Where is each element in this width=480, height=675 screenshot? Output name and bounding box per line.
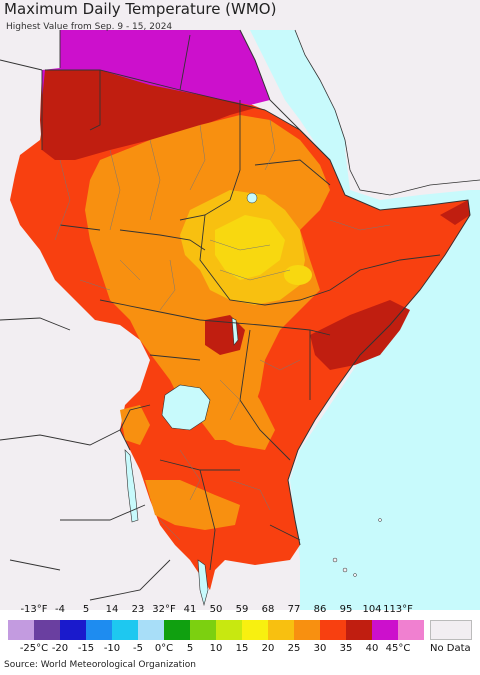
legend-swatch-1 (34, 620, 60, 640)
legend-f-label-13: 104 (362, 604, 382, 615)
legend-f-label-4: 23 (131, 604, 145, 615)
legend-swatch-14 (372, 620, 398, 640)
legend-f-label-8: 59 (235, 604, 249, 615)
arabia-coast (294, 29, 480, 196)
legend-swatch-0 (8, 620, 34, 640)
legend-swatch-8 (216, 620, 242, 640)
legend-swatch-7 (190, 620, 216, 640)
legend-swatch-13 (346, 620, 372, 640)
temperature-map (0, 0, 480, 610)
region-dark-red-horn (440, 200, 470, 225)
legend-f-label-0: -13°F (20, 604, 48, 615)
legend-c-label-5: 0°C (154, 643, 174, 654)
legend-f-label-11: 86 (313, 604, 327, 615)
legend-c-label-11: 30 (313, 643, 327, 654)
region-dark-red-north (40, 70, 255, 160)
region-orange-south (180, 360, 275, 450)
legend-swatch-12 (320, 620, 346, 640)
map-subtitle: Highest Value from Sep. 9 - 15, 2024 (6, 22, 173, 32)
lake-tanganyika (124, 449, 139, 523)
legend-c-label-14: 45°C (385, 643, 411, 654)
region-dark-red-somalia (310, 300, 410, 370)
lake-turkana (231, 317, 239, 346)
lake-victoria (161, 384, 211, 431)
legend-f-label-10: 77 (287, 604, 301, 615)
legend-c-label-10: 25 (287, 643, 301, 654)
source-credit: Source: World Meteorological Organizatio… (4, 660, 196, 670)
legend-f-label-14: 113°F (383, 604, 413, 615)
arabia-land (295, 30, 480, 195)
legend-swatch-6 (164, 620, 190, 640)
legend-f-label-9: 68 (261, 604, 275, 615)
legend-c-label-8: 15 (235, 643, 249, 654)
legend-c-label-7: 10 (209, 643, 223, 654)
legend-c-label-12: 35 (339, 643, 353, 654)
region-yellow (215, 215, 285, 280)
legend-f-label-1: -4 (55, 604, 65, 615)
map-title: Maximum Daily Temperature (WMO) (4, 0, 277, 18)
legend-c-label-6: 5 (186, 643, 194, 654)
no-data-swatch (430, 620, 472, 640)
legend-c-label-13: 40 (365, 643, 379, 654)
legend-swatch-2 (60, 620, 86, 640)
islands (332, 518, 382, 577)
region-yellow-small (284, 265, 312, 285)
legend-swatch-10 (268, 620, 294, 640)
lake-tana (246, 192, 258, 204)
admin-borders (54, 119, 391, 541)
ocean (250, 30, 480, 610)
coastline (239, 29, 471, 546)
legend-c-label-4: -5 (133, 643, 143, 654)
legend-swatch-5 (138, 620, 164, 640)
legend-f-label-7: 50 (209, 604, 223, 615)
legend-swatch-15 (398, 620, 424, 640)
region-orange-tz (145, 480, 240, 530)
legend-c-label-1: -20 (51, 643, 69, 654)
legend-f-label-3: 14 (105, 604, 119, 615)
legend-f-label-2: 5 (82, 604, 90, 615)
legend-f-label-5: 32°F (152, 604, 176, 615)
no-data-label: No Data (430, 643, 471, 654)
legend-c-label-0: -25°C (19, 643, 49, 654)
legend-c-label-9: 20 (261, 643, 275, 654)
legend-swatch-3 (86, 620, 112, 640)
lake-malawi (197, 559, 209, 607)
legend-f-label-6: 41 (183, 604, 197, 615)
legend-c-label-2: -15 (77, 643, 95, 654)
legend-c-label-3: -10 (103, 643, 121, 654)
legend-f-label-12: 95 (339, 604, 353, 615)
region-magenta (42, 30, 270, 105)
legend-swatch-11 (294, 620, 320, 640)
legend-swatch-9 (242, 620, 268, 640)
legend-swatch-4 (112, 620, 138, 640)
